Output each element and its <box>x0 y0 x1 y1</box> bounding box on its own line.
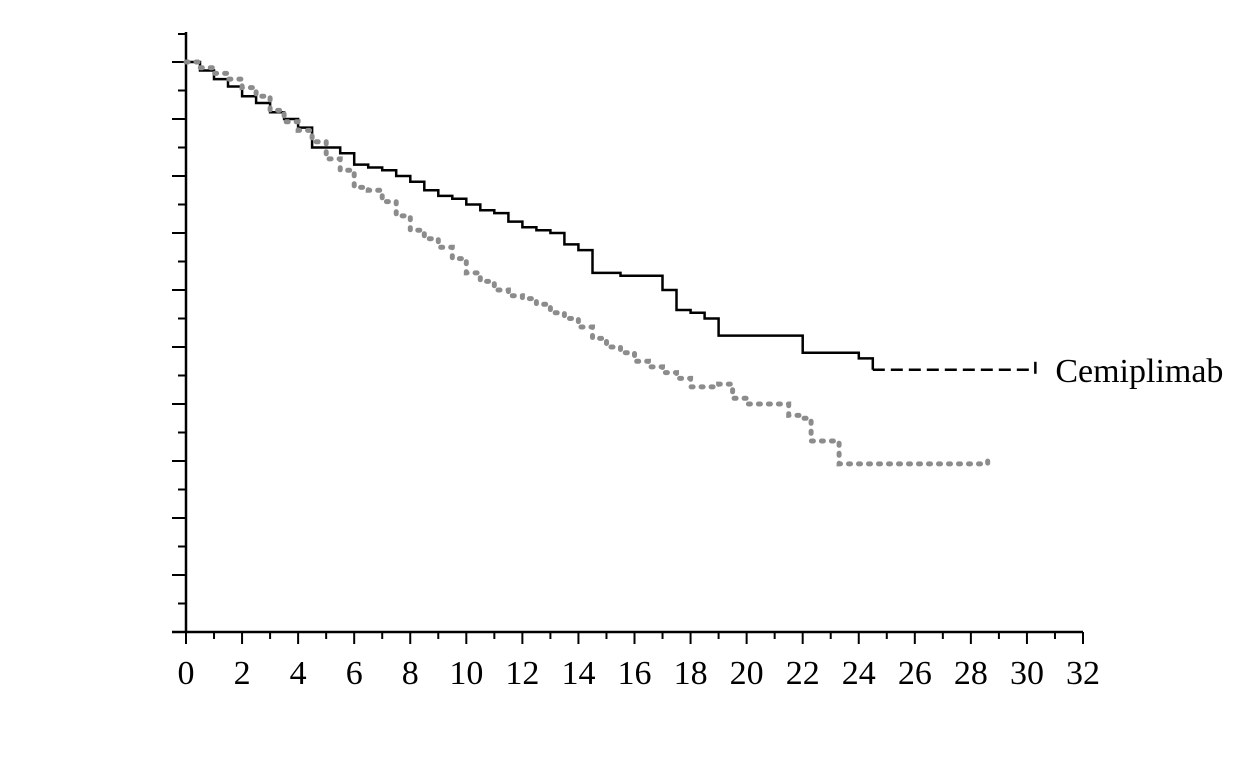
x-tick-label: 12 <box>505 655 539 692</box>
x-tick-label: 14 <box>561 655 595 692</box>
x-tick-label: 24 <box>842 655 876 692</box>
x-tick-label: 32 <box>1066 655 1100 692</box>
series-2 <box>183 59 991 467</box>
x-tick-label: 28 <box>954 655 988 692</box>
x-tick-label: 30 <box>1010 655 1044 692</box>
series-1 <box>186 60 1037 374</box>
x-tick-label: 10 <box>449 655 483 692</box>
series-layer <box>183 59 1037 467</box>
x-tick-label: 8 <box>402 655 419 692</box>
x-tick-label: 6 <box>346 655 363 692</box>
x-tick-label: 2 <box>234 655 251 692</box>
x-tick-label: 20 <box>730 655 764 692</box>
x-tick-label: 16 <box>618 655 652 692</box>
series-line <box>186 60 875 370</box>
series-label-cemiplimab: Cemiplimab <box>1055 353 1223 390</box>
x-tick-label: 4 <box>290 655 307 692</box>
axes-layer <box>172 32 1084 644</box>
x-tick-label: 26 <box>898 655 932 692</box>
x-tick-label: 0 <box>178 655 195 692</box>
series-line <box>183 59 991 467</box>
x-tick-label: 22 <box>786 655 820 692</box>
x-tick-label: 18 <box>674 655 708 692</box>
